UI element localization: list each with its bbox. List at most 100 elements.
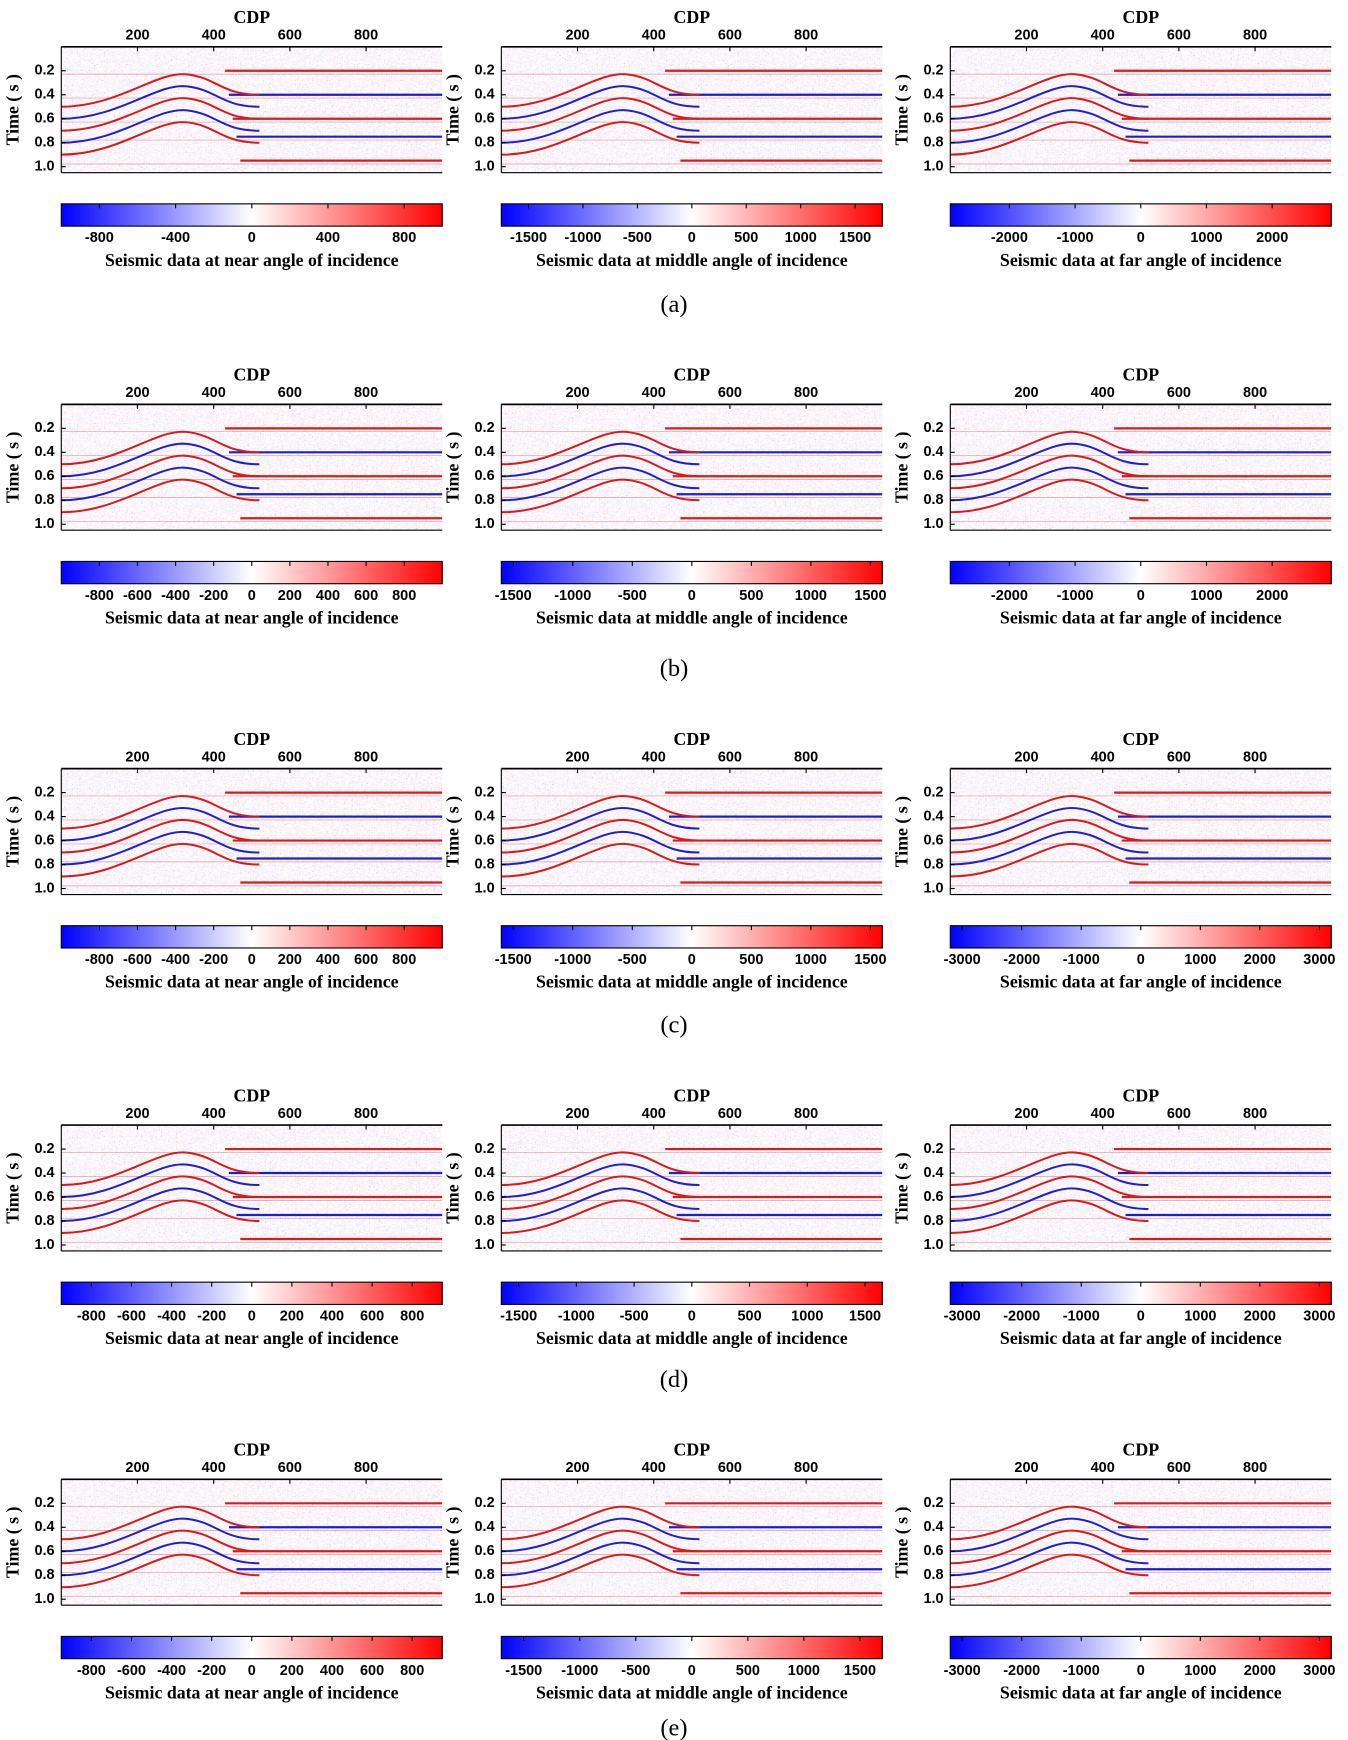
colorbar-tick-label: 400 xyxy=(316,952,340,968)
panel: CDP 200 400 600 800 0.2 0.4 0.6 0.8 1.0 Time ( s )… xyxy=(3,7,443,270)
x-tick-label: 200 xyxy=(565,749,589,765)
colorbar-tick-label: -600 xyxy=(117,1309,146,1325)
y-tick-label: 0.2 xyxy=(475,1495,495,1511)
colorbar-label: Seismic data at near angle of incidence xyxy=(105,972,399,992)
panel: CDP 200 400 600 800 0.2 0.4 0.6 0.8 1.0 Time ( s )… xyxy=(892,7,1332,270)
colorbar-tick-label: 500 xyxy=(734,230,758,246)
x-tick-label: 800 xyxy=(1243,385,1267,401)
seismic-section xyxy=(950,1125,1332,1251)
anticline xyxy=(950,795,1149,830)
y-tick-label: 0.2 xyxy=(34,1141,54,1157)
colorbar-tick-label: -500 xyxy=(618,588,647,604)
y-tick-label: 0.2 xyxy=(923,784,943,800)
colorbar-tick-label: 400 xyxy=(316,588,340,604)
y-tick-label: 0.4 xyxy=(923,1519,943,1535)
y-axis-label: Time ( s ) xyxy=(892,432,913,503)
anticline xyxy=(950,1175,1149,1211)
colorbar-tick-label: 1000 xyxy=(1184,1309,1216,1325)
anticline xyxy=(950,1505,1149,1541)
anticline xyxy=(950,85,1149,120)
colorbar-label: Seismic data at middle angle of incidenc… xyxy=(536,972,848,992)
colorbar-tick-label: 500 xyxy=(736,1663,760,1679)
colorbar-tick-label: 800 xyxy=(392,952,416,968)
x-tick-label: 800 xyxy=(794,1106,818,1122)
y-tick-label: 1.0 xyxy=(923,516,943,532)
colorbar-tick-label: -200 xyxy=(197,1309,226,1325)
y-axis-label: Time ( s ) xyxy=(3,796,24,867)
x-tick-label: 800 xyxy=(794,749,818,765)
anticline xyxy=(950,819,1149,854)
seismic-noise xyxy=(61,46,443,173)
colorbar-tick-label: -3000 xyxy=(944,1309,981,1325)
x-tick-label: 800 xyxy=(354,1106,378,1122)
colorbar-tick-label: 200 xyxy=(278,588,302,604)
colorbar-tick-label: 600 xyxy=(354,952,378,968)
seismic-section xyxy=(501,404,883,531)
colorbar-label: Seismic data at middle angle of incidenc… xyxy=(536,250,848,270)
panel-title: CDP xyxy=(233,1085,270,1105)
y-tick-label: 0.6 xyxy=(475,832,495,848)
x-tick-label: 400 xyxy=(1091,749,1115,765)
y-tick-label: 0.2 xyxy=(923,420,943,436)
colorbar-tick-label: -3000 xyxy=(944,952,981,968)
seismic-noise xyxy=(61,1479,443,1606)
y-axis-label: Time ( s ) xyxy=(443,1152,464,1223)
colorbar-tick-label: 0 xyxy=(248,1309,256,1325)
anticline xyxy=(61,1553,260,1589)
colorbar-tick-label: 0 xyxy=(248,1663,256,1679)
y-tick-label: 1.0 xyxy=(475,1591,495,1607)
x-tick-label: 600 xyxy=(718,385,742,401)
x-tick-label: 800 xyxy=(1243,1106,1267,1122)
y-tick-label: 0.6 xyxy=(475,1189,495,1205)
y-axis-label: Time ( s ) xyxy=(892,796,913,867)
colorbar-tick-label: 1000 xyxy=(1184,1663,1216,1679)
anticline xyxy=(950,1163,1149,1199)
colorbar-tick-label: -2000 xyxy=(991,230,1028,246)
y-tick-label: 0.8 xyxy=(475,1567,495,1583)
colorbar-tick-label: 500 xyxy=(737,1309,761,1325)
anticline xyxy=(950,454,1149,490)
panel: CDP 200 400 600 800 0.2 0.4 0.6 0.8 1.0 Time ( s )… xyxy=(443,7,883,270)
colorbar-tick-label: 0 xyxy=(1137,1309,1145,1325)
caption: (c) xyxy=(660,1012,687,1039)
panel-title: CDP xyxy=(674,365,711,385)
colorbar-tick-label: 1500 xyxy=(854,588,886,604)
x-tick-label: 800 xyxy=(354,749,378,765)
colorbar-tick-label: 3000 xyxy=(1303,1663,1335,1679)
x-tick-label: 800 xyxy=(794,385,818,401)
anticline xyxy=(950,478,1149,514)
panel: CDP 200 400 600 800 0.2 0.4 0.6 0.8 1.0 Time ( s )… xyxy=(443,729,887,992)
anticline xyxy=(950,73,1149,108)
panel: CDP 200 400 600 800 0.2 0.4 0.6 0.8 1.0 Time ( s )… xyxy=(3,729,443,992)
colorbar-label: Seismic data at near angle of incidence xyxy=(105,250,399,270)
anticline xyxy=(950,109,1149,144)
x-tick-label: 600 xyxy=(718,1106,742,1122)
caption: (b) xyxy=(660,655,689,682)
y-tick-label: 0.8 xyxy=(475,1213,495,1229)
y-tick-label: 1.0 xyxy=(475,158,495,174)
y-axis-label: Time ( s ) xyxy=(3,1507,24,1578)
panel: CDP 200 400 600 800 0.2 0.4 0.6 0.8 1.0 Time ( s )… xyxy=(3,1440,443,1702)
colorbar-tick-label: 0 xyxy=(1137,1663,1145,1679)
seismic-noise xyxy=(950,46,1332,173)
caption: (e) xyxy=(660,1715,687,1740)
colorbar-label: Seismic data at far angle of incidence xyxy=(1000,1682,1282,1702)
y-tick-label: 0.8 xyxy=(34,492,54,508)
y-tick-label: 0.4 xyxy=(34,808,54,824)
x-tick-label: 800 xyxy=(794,1460,818,1476)
colorbar-tick-label: -500 xyxy=(618,952,647,968)
x-tick-label: 400 xyxy=(202,1460,226,1476)
x-tick-label: 600 xyxy=(278,1460,302,1476)
x-tick-label: 600 xyxy=(1167,749,1191,765)
x-tick-label: 400 xyxy=(642,27,666,43)
colorbar-tick-label: 200 xyxy=(280,1309,304,1325)
y-tick-label: 0.2 xyxy=(34,1495,54,1511)
colorbar-tick-label: -2000 xyxy=(991,588,1028,604)
x-tick-label: 200 xyxy=(565,1106,589,1122)
x-tick-label: 400 xyxy=(1091,27,1115,43)
panel-title: CDP xyxy=(233,365,270,385)
colorbar-label: Seismic data at far angle of incidence xyxy=(1000,972,1282,992)
anticline xyxy=(61,1187,260,1223)
colorbar-label: Seismic data at far angle of incidence xyxy=(1000,250,1282,270)
